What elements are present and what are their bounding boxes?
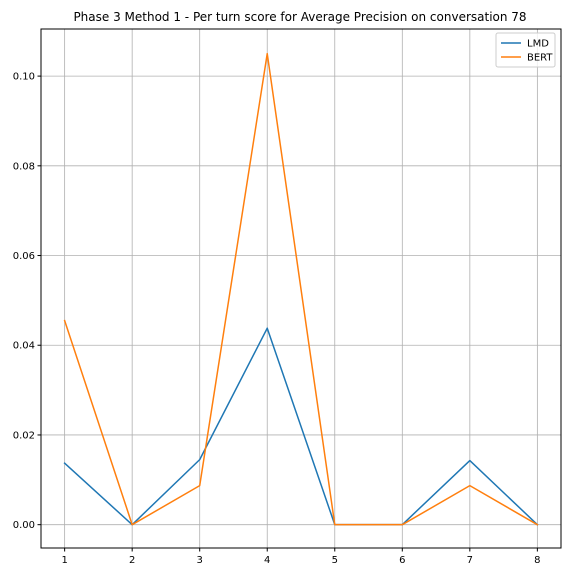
x-tick-label: 4 bbox=[264, 555, 270, 566]
axis-ticks: 1 2 3 4 5 6 7 8 0.00 0.02 0.04 0.06 0.08 0.10 bbox=[13, 72, 541, 566]
x-tick-label: 1 bbox=[61, 555, 67, 566]
x-tick-label: 5 bbox=[332, 555, 338, 566]
legend: LMD BERT bbox=[495, 32, 556, 68]
x-tick-label: 6 bbox=[399, 555, 405, 566]
series-line-lmd bbox=[63, 327, 539, 526]
x-tick-label: 8 bbox=[534, 555, 540, 566]
x-tick-label: 2 bbox=[129, 555, 135, 566]
y-tick-label: 0.00 bbox=[13, 520, 35, 531]
plot-area-frame bbox=[40, 28, 562, 549]
legend-box bbox=[495, 32, 556, 68]
x-tick-label: 7 bbox=[467, 555, 473, 566]
y-tick-label: 0.06 bbox=[13, 251, 35, 262]
y-tick-label: 0.10 bbox=[13, 72, 35, 83]
series-line-bert bbox=[63, 52, 539, 526]
legend-label-lmd: LMD bbox=[527, 39, 549, 50]
y-tick-label: 0.08 bbox=[13, 161, 35, 172]
chart-title: Phase 3 Method 1 - Per turn score for Av… bbox=[73, 10, 526, 24]
x-tick-label: 3 bbox=[197, 555, 203, 566]
series-lines bbox=[63, 52, 539, 526]
legend-label-bert: BERT bbox=[527, 53, 553, 64]
grid bbox=[41, 29, 561, 548]
y-tick-label: 0.02 bbox=[13, 430, 35, 441]
y-tick-label: 0.04 bbox=[13, 341, 35, 352]
